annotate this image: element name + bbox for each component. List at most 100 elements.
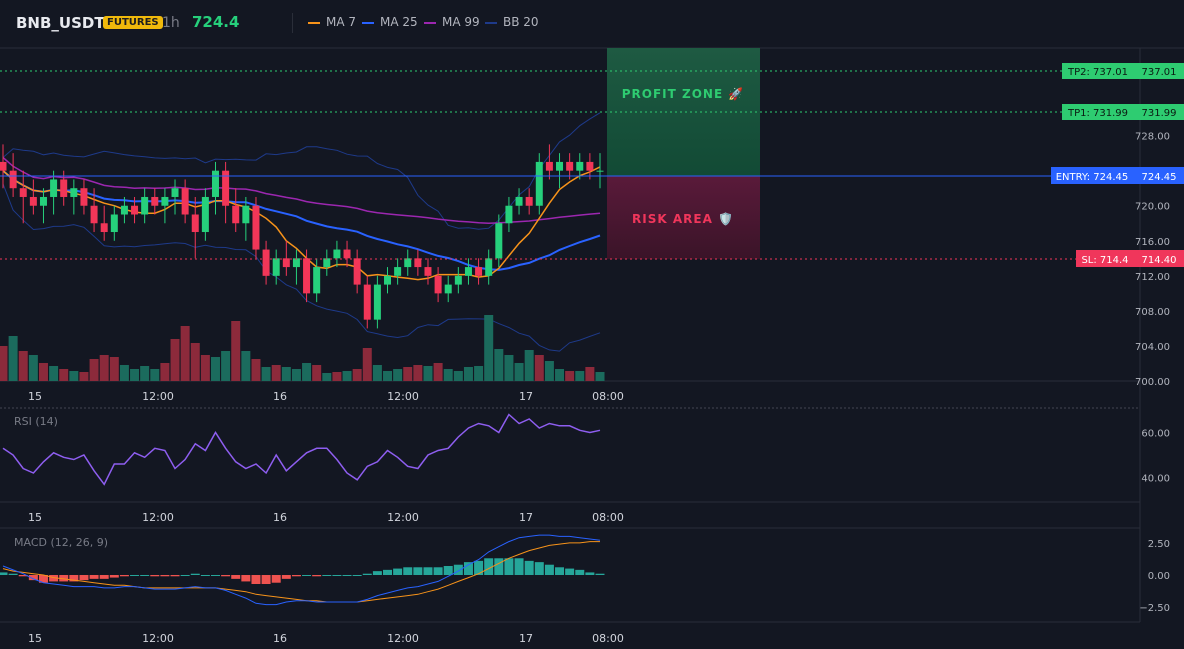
- macd-tick-label: 0.00: [1148, 571, 1170, 582]
- candle-body[interactable]: [394, 267, 402, 276]
- candle-body[interactable]: [181, 188, 189, 215]
- candle-body[interactable]: [566, 161, 574, 171]
- macd-histogram-bar: [575, 569, 585, 575]
- candle-body[interactable]: [495, 223, 503, 259]
- candle-body[interactable]: [100, 223, 108, 233]
- candle-body[interactable]: [242, 205, 250, 224]
- volume-bar: [180, 326, 190, 381]
- candle-body[interactable]: [475, 267, 483, 276]
- entry-tag[interactable]: [1051, 167, 1134, 184]
- macd-histogram-bar: [0, 572, 8, 575]
- candle-body[interactable]: [556, 161, 564, 171]
- candle-body[interactable]: [313, 267, 321, 294]
- legend-ma7[interactable]: MA 7: [308, 15, 356, 29]
- candle-body[interactable]: [586, 161, 594, 171]
- candle-body[interactable]: [303, 258, 311, 294]
- volume-bar: [271, 365, 281, 381]
- candle-body[interactable]: [201, 196, 209, 233]
- candle-body[interactable]: [282, 258, 290, 268]
- time-tick-label: 17: [519, 511, 533, 524]
- risk-area-label: RISK AREA 🛡️: [632, 212, 734, 226]
- candle-body[interactable]: [211, 170, 219, 197]
- candle-body[interactable]: [171, 188, 179, 197]
- candle-body[interactable]: [444, 284, 452, 294]
- sl-price-box: [1134, 250, 1184, 267]
- macd-histogram-bar: [322, 575, 332, 576]
- candle-body[interactable]: [363, 284, 371, 320]
- candle-body[interactable]: [434, 275, 442, 294]
- sl-tag[interactable]: [1076, 250, 1134, 267]
- candle-body[interactable]: [131, 205, 139, 215]
- risk-zone[interactable]: [607, 176, 760, 259]
- candle-body[interactable]: [39, 196, 47, 206]
- candle-body[interactable]: [191, 214, 199, 233]
- candle-body[interactable]: [576, 161, 584, 171]
- candle-body[interactable]: [353, 258, 361, 285]
- candle-body[interactable]: [262, 249, 270, 276]
- macd-histogram-bar: [271, 575, 281, 583]
- macd-histogram-bar: [342, 575, 352, 576]
- candle-body[interactable]: [323, 258, 331, 268]
- candle-body[interactable]: [454, 275, 462, 285]
- candle-body[interactable]: [535, 161, 543, 206]
- volume-bar: [423, 366, 433, 381]
- sl-price: 714.40: [1142, 255, 1177, 266]
- volume-bar: [221, 351, 231, 381]
- macd-histogram-bar: [69, 575, 79, 582]
- tp2-tag[interactable]: [1062, 63, 1134, 79]
- candle-body[interactable]: [151, 196, 159, 206]
- candle-body[interactable]: [232, 205, 240, 224]
- symbol-name[interactable]: BNB_USDT: [16, 14, 105, 32]
- volume-bar: [332, 372, 342, 381]
- candle-body[interactable]: [384, 275, 392, 285]
- legend-bb20[interactable]: BB 20: [485, 15, 539, 29]
- macd-panel[interactable]: 15 12:00 16 12:00 17 08:00 2.50 0.00 −2.50: [0, 534, 1170, 645]
- candle-body[interactable]: [596, 170, 604, 172]
- candle-body[interactable]: [485, 258, 493, 276]
- macd-tick-label: −2.50: [1139, 603, 1170, 614]
- timeframe[interactable]: 1h: [162, 15, 180, 31]
- candle-body[interactable]: [29, 196, 37, 206]
- candle-body[interactable]: [90, 205, 98, 224]
- profit-zone[interactable]: [607, 48, 760, 176]
- macd-histogram-bar: [251, 575, 261, 584]
- legend-bb20-label: BB 20: [503, 15, 539, 29]
- rsi-panel[interactable]: 15 12:00 16 12:00 17 08:00 40.00 60.00: [2, 413, 1170, 525]
- volume-bar: [251, 359, 261, 381]
- candle-body[interactable]: [525, 196, 533, 206]
- candle-body[interactable]: [80, 188, 88, 206]
- candle-body[interactable]: [110, 214, 118, 233]
- ma25-line: [2, 169, 601, 271]
- price-panel[interactable]: 700.00 704.00 708.00 712.00 716.00 720.00 728.…: [0, 112, 1170, 403]
- candle-body[interactable]: [373, 284, 381, 320]
- legend-ma7-label: MA 7: [326, 15, 357, 29]
- candle-body[interactable]: [222, 170, 230, 206]
- candle-body[interactable]: [120, 205, 128, 215]
- candle-body[interactable]: [464, 267, 472, 276]
- candle-body[interactable]: [272, 258, 280, 276]
- candle-body[interactable]: [50, 179, 58, 197]
- legend-ma99[interactable]: MA 99: [424, 15, 480, 29]
- candle-body[interactable]: [9, 170, 17, 189]
- candle-body[interactable]: [19, 188, 27, 197]
- candle-body[interactable]: [252, 205, 260, 250]
- candle-body[interactable]: [545, 161, 553, 171]
- candle-body[interactable]: [343, 249, 351, 259]
- tp1-tag[interactable]: [1062, 104, 1134, 120]
- candle-body[interactable]: [414, 258, 422, 268]
- candle-body[interactable]: [333, 249, 341, 259]
- macd-histogram-bar: [433, 567, 443, 575]
- macd-histogram-bar: [474, 560, 484, 575]
- candle-body[interactable]: [141, 196, 149, 215]
- candle-body[interactable]: [424, 267, 432, 276]
- candle-body[interactable]: [404, 258, 412, 268]
- candle-body[interactable]: [505, 205, 513, 224]
- candle-body[interactable]: [161, 196, 169, 206]
- candle-body[interactable]: [515, 196, 523, 206]
- legend-ma25[interactable]: MA 25: [362, 15, 418, 29]
- candle-body[interactable]: [292, 258, 300, 268]
- candle-body[interactable]: [70, 188, 78, 197]
- candle-body[interactable]: [0, 161, 7, 171]
- candle-body[interactable]: [60, 179, 68, 197]
